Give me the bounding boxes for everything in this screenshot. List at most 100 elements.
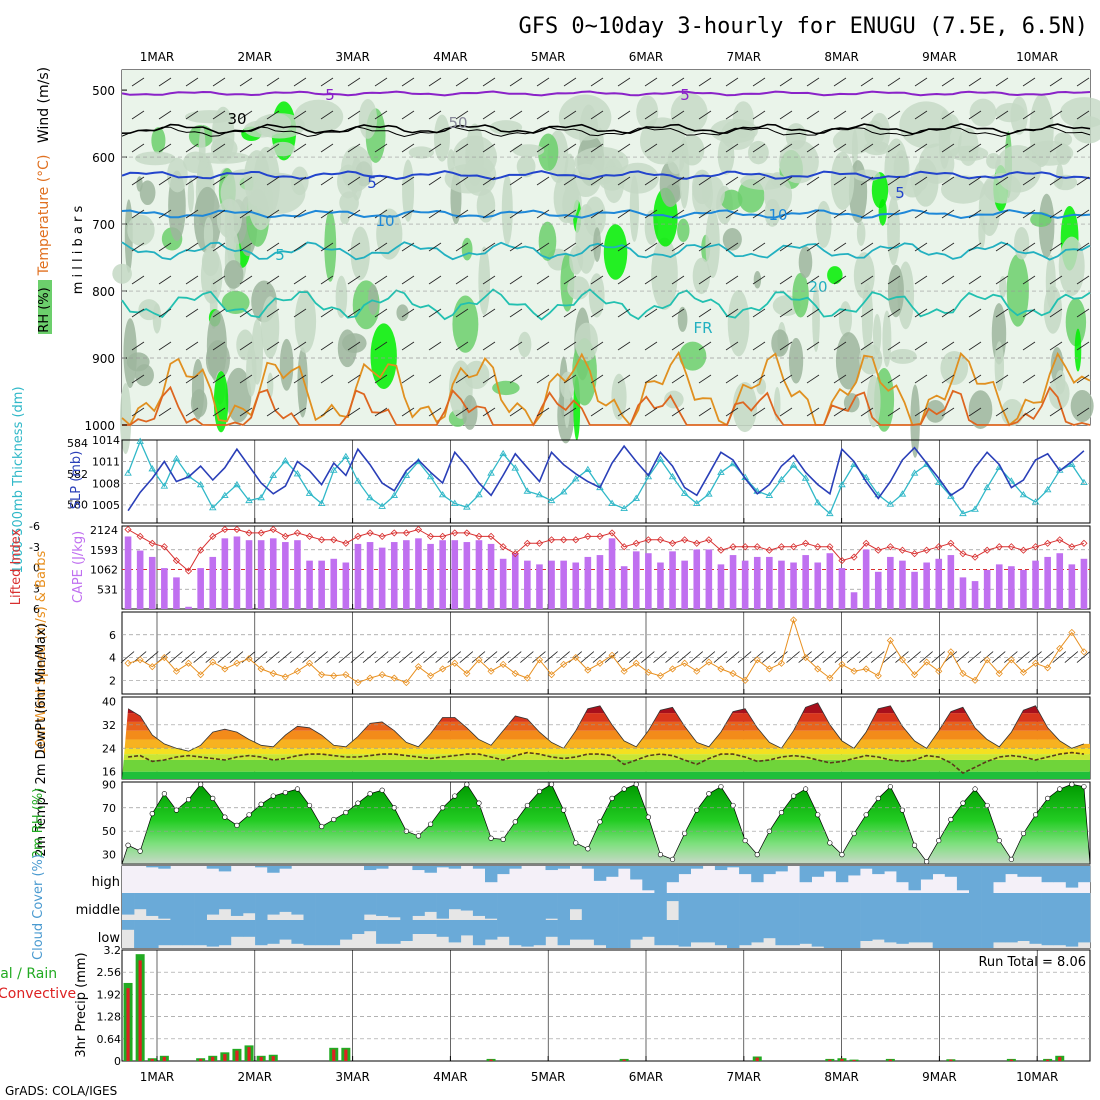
cloud-low-bar xyxy=(981,920,994,948)
cloud-low-bar xyxy=(146,920,159,948)
rh-blob xyxy=(516,155,536,178)
lifted-point xyxy=(983,546,991,554)
wind-barb xyxy=(617,374,631,384)
wind-barb xyxy=(320,275,334,285)
wind-barb xyxy=(779,143,793,153)
lifted-point xyxy=(644,536,652,544)
wind-barb xyxy=(1076,275,1090,285)
wind-speed-point xyxy=(245,655,253,663)
cloud-middle-bar xyxy=(436,893,449,919)
wind-barb xyxy=(941,110,955,120)
wind-barb xyxy=(995,308,1009,318)
lifted-point xyxy=(233,525,241,534)
upper-air-panel: 5 5 5 5 10 10 5 20 FR 30 50 500 600 700 800 900 1000 m i … xyxy=(36,67,1100,458)
slp-point xyxy=(354,477,362,484)
wind-barb xyxy=(725,374,739,384)
wind-barb xyxy=(401,407,415,417)
cape-bar xyxy=(729,555,737,609)
cloud-low-bar xyxy=(956,920,970,948)
rh-blob xyxy=(871,172,889,209)
precip-convective-legend: Convective xyxy=(0,986,76,1002)
wind-barb xyxy=(320,143,334,153)
cloud-middle-bar xyxy=(400,893,413,920)
wind-barb xyxy=(943,651,958,663)
lifted-point xyxy=(390,529,398,537)
wind-speed-point xyxy=(378,671,386,679)
cape-bar xyxy=(209,556,217,609)
cloud-high-bar xyxy=(956,866,970,891)
lifted-point xyxy=(705,536,713,544)
lifted-tick-label: 0 xyxy=(33,562,40,575)
lifted-point xyxy=(439,532,447,540)
wind-barb xyxy=(293,275,307,285)
rh-blob xyxy=(200,248,223,304)
rh-blob xyxy=(452,295,479,353)
wind-barb xyxy=(617,176,631,186)
wind-barb xyxy=(860,407,874,417)
wind-speed-point xyxy=(148,663,156,671)
slp-point xyxy=(245,496,253,504)
lifted-point xyxy=(1019,546,1028,554)
wind-barb xyxy=(536,209,550,219)
slp-point xyxy=(668,472,677,480)
wind-barb xyxy=(752,242,766,252)
slp-point xyxy=(136,437,144,444)
wind-speed-point xyxy=(523,674,531,682)
top-date-label: 9MAR xyxy=(922,50,957,64)
wind-barb xyxy=(374,407,388,417)
wind-barb xyxy=(833,407,847,417)
wind-barb xyxy=(752,176,766,186)
wind-barb xyxy=(914,242,928,252)
cloud-low-bar xyxy=(1065,920,1079,947)
slp-point xyxy=(208,503,217,511)
cloud-middle-bar xyxy=(1017,893,1030,920)
cape-bar xyxy=(294,540,301,609)
lifted-point xyxy=(1068,543,1076,551)
wind-speed-point xyxy=(741,676,749,684)
wind-barb xyxy=(995,341,1009,351)
wind-barb xyxy=(701,651,716,663)
temp-band xyxy=(122,754,1090,760)
wind-barb xyxy=(1076,651,1091,663)
cape-bar xyxy=(850,592,858,609)
rh-blob xyxy=(342,333,367,353)
cloud-low-bar xyxy=(569,920,583,940)
rh-blob xyxy=(358,98,378,139)
rh-blob xyxy=(1055,369,1066,395)
wind-barb xyxy=(563,143,577,153)
wind-barb xyxy=(941,176,955,186)
wind-barb xyxy=(428,374,442,384)
cloud-high-bar xyxy=(993,866,1006,883)
wind-barb xyxy=(293,110,307,120)
rh-blob xyxy=(830,151,855,211)
rh-blob xyxy=(335,275,348,319)
contour-label: FR xyxy=(693,319,712,337)
wind-barb xyxy=(914,143,928,153)
cape-bar xyxy=(657,562,664,609)
wind-barb xyxy=(779,407,793,417)
rh-tick-label: 90 xyxy=(102,778,116,791)
cloud-middle-bar xyxy=(872,893,885,920)
contour-label: 5 xyxy=(325,86,335,104)
lifted-point xyxy=(862,539,870,547)
wind-speed-point xyxy=(1007,656,1015,664)
wind-barb xyxy=(671,209,685,219)
slp-point xyxy=(971,505,979,512)
wind-speed-point xyxy=(209,658,217,666)
slp-point xyxy=(838,480,846,488)
cloud-high-bar xyxy=(1053,866,1067,883)
wind-barb xyxy=(752,341,766,351)
wind-barb xyxy=(644,77,658,87)
contour-label: 5 xyxy=(895,184,905,202)
wind-barb xyxy=(914,341,928,351)
wind-barb xyxy=(320,242,334,252)
rh-blob xyxy=(1072,116,1100,144)
wind-barb xyxy=(644,308,658,318)
cape-bar xyxy=(536,564,543,609)
slp-point xyxy=(983,483,991,491)
cape-bar xyxy=(354,543,362,609)
rh-blob xyxy=(370,323,397,389)
cloud-middle-bar xyxy=(981,893,994,920)
wind-barb xyxy=(671,176,685,186)
rh-point xyxy=(1045,795,1051,802)
